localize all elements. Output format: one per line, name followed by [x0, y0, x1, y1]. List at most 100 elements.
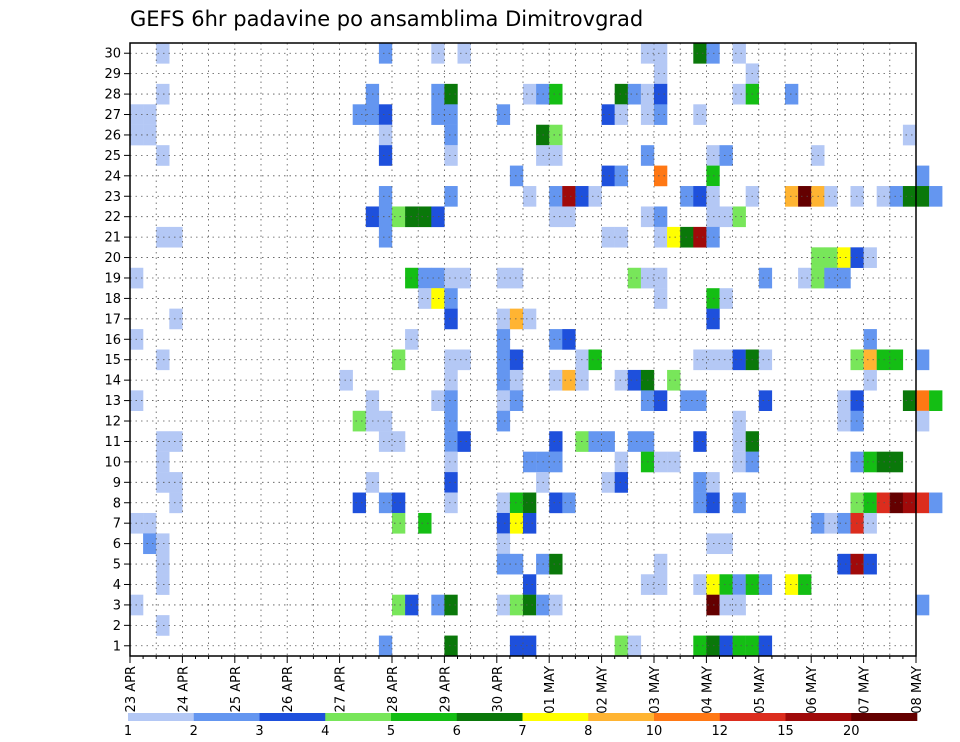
- heatmap-cell: [509, 553, 524, 575]
- heatmap-cell: [496, 104, 511, 125]
- legend-label: 7: [518, 724, 526, 739]
- heatmap-cell: [916, 594, 930, 616]
- heatmap-cell: [654, 83, 668, 105]
- heatmap-cell: [523, 451, 537, 473]
- heatmap-cell: [837, 410, 851, 432]
- heatmap-cell: [601, 104, 615, 125]
- heatmap-cell: [431, 390, 445, 411]
- heatmap-cell: [444, 410, 458, 432]
- heatmap-cell: [798, 186, 812, 207]
- heatmap-cell: [654, 165, 668, 187]
- heatmap-cell: [457, 43, 471, 64]
- heatmap-cell: [156, 553, 170, 575]
- heatmap-cell: [496, 533, 511, 555]
- heatmap-cell: [837, 553, 851, 575]
- y-tick-label: 10: [104, 455, 121, 470]
- y-tick-label: 23: [104, 190, 121, 205]
- heatmap-cell: [863, 369, 877, 391]
- heatmap-cell: [169, 492, 183, 514]
- heatmap-cell: [169, 472, 183, 493]
- y-tick-label: 7: [113, 517, 121, 532]
- heatmap-cell: [418, 512, 432, 534]
- heatmap-cell: [732, 451, 746, 473]
- heatmap-cell: [732, 574, 746, 595]
- legend-label: 10: [646, 724, 663, 739]
- heatmap-cell: [549, 83, 563, 105]
- heatmap-cell: [339, 369, 353, 391]
- heatmap-cell: [614, 635, 628, 657]
- x-tick-label: 27 APR: [334, 666, 349, 712]
- heatmap-cell: [785, 83, 799, 105]
- heatmap-cell: [654, 206, 668, 228]
- heatmap-cell: [156, 431, 170, 452]
- heatmap-cell: [693, 226, 707, 248]
- heatmap-cell: [496, 390, 511, 411]
- heatmap-cell: [758, 349, 773, 371]
- heatmap-cell: [732, 43, 746, 64]
- heatmap-cell: [444, 267, 458, 289]
- heatmap-cell: [614, 104, 628, 125]
- x-axis: 23 APR 24 APR 25 APR 26 APR 27 APR 28 APR 29 A…: [124, 656, 925, 714]
- heatmap-cell: [732, 431, 746, 452]
- heatmap-cell: [824, 186, 838, 207]
- heatmap-cell: [798, 574, 812, 595]
- x-tick-label: 04 MAY: [700, 666, 715, 714]
- heatmap-cell: [758, 390, 773, 411]
- heatmap-cell: [824, 267, 838, 289]
- heatmap-cell: [863, 247, 877, 268]
- legend-swatch: [851, 713, 918, 721]
- heatmap-cell: [169, 308, 183, 330]
- y-tick-label: 15: [104, 353, 121, 368]
- heatmap-cell: [444, 186, 458, 207]
- x-tick-label: 29 APR: [438, 666, 453, 712]
- legend-swatch: [128, 713, 195, 721]
- heatmap-cell: [837, 390, 851, 411]
- heatmap-cell: [496, 267, 511, 289]
- heatmap-cell: [732, 594, 746, 616]
- heatmap-cell: [693, 492, 707, 514]
- heatmap-cell: [916, 186, 930, 207]
- heatmap-cell: [732, 349, 746, 371]
- heatmap-cell: [143, 512, 157, 534]
- heatmap-cell: [352, 410, 366, 432]
- legend-swatch: [193, 713, 260, 721]
- heatmap-cell: [824, 512, 838, 534]
- heatmap-cell: [916, 492, 930, 514]
- heatmap-cell: [378, 431, 393, 452]
- heatmap-cell: [378, 492, 393, 514]
- heatmap-cell: [929, 186, 943, 207]
- heatmap-cell: [523, 574, 537, 595]
- legend-swatch: [719, 713, 786, 721]
- y-tick-label: 19: [104, 271, 121, 286]
- y-tick-label: 8: [113, 496, 121, 511]
- heatmap-cell: [431, 104, 445, 125]
- heatmap-cell: [719, 288, 733, 309]
- legend-swatch: [391, 713, 458, 721]
- heatmap-cell: [667, 226, 681, 248]
- heatmap-cell: [156, 43, 170, 64]
- heatmap-cell: [863, 329, 877, 350]
- legend-label: 3: [255, 724, 263, 739]
- heatmap-cell: [654, 43, 668, 64]
- heatmap-cell: [431, 267, 445, 289]
- y-tick-label: 17: [104, 312, 121, 327]
- heatmap-cell: [627, 431, 642, 452]
- heatmap-cell: [601, 472, 615, 493]
- heatmap-cell: [392, 431, 406, 452]
- heatmap-cell: [693, 104, 707, 125]
- y-tick-label: 12: [104, 415, 121, 430]
- heatmap-cell: [693, 431, 707, 452]
- heatmap-cell: [601, 165, 615, 187]
- heatmap-cell: [693, 349, 707, 371]
- heatmap-cell: [169, 226, 183, 248]
- y-tick-label: 13: [104, 394, 121, 409]
- heatmap-cell: [444, 431, 458, 452]
- legend-label: 1: [124, 724, 132, 739]
- heatmap-cell: [496, 308, 511, 330]
- legend-swatch: [259, 713, 326, 721]
- heatmap-cell: [378, 145, 393, 166]
- y-tick-label: 28: [104, 88, 121, 103]
- legend-swatch: [522, 713, 589, 721]
- heatmap-cell: [863, 512, 877, 534]
- heatmap-cell: [916, 349, 930, 371]
